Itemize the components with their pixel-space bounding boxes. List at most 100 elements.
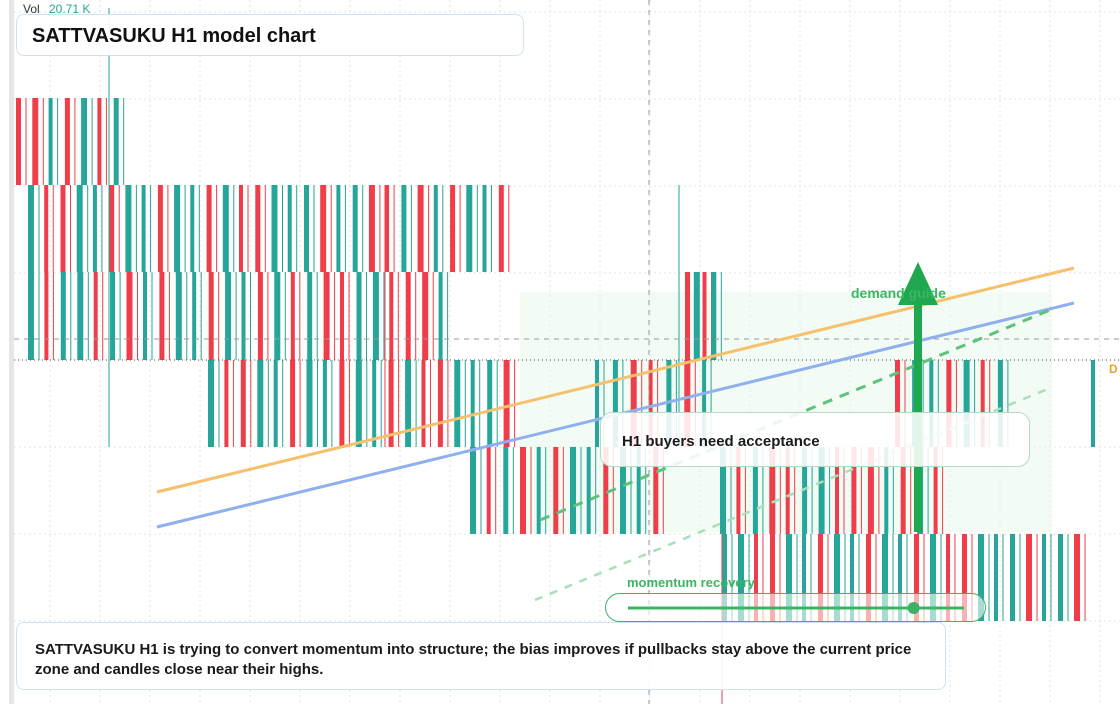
candle-body [368, 185, 375, 272]
candle-body [818, 534, 823, 621]
candle-body [113, 98, 119, 185]
candle-body [290, 272, 295, 360]
candle-body [271, 185, 278, 272]
candle-body [405, 360, 412, 447]
candles-layer [16, 8, 1095, 704]
candle-body [304, 185, 309, 272]
candle-body [570, 447, 576, 534]
left-axis-strip [9, 0, 14, 704]
candle-body [273, 360, 278, 447]
candle-body [930, 534, 936, 621]
candle-body [946, 534, 950, 621]
candle-body [159, 272, 165, 360]
candle-body [385, 185, 390, 272]
candle-body [28, 272, 34, 360]
candle-body [401, 185, 407, 272]
candle-body [241, 272, 246, 360]
candle-body [44, 272, 49, 360]
candle-body [900, 447, 906, 534]
candle-body [482, 185, 487, 272]
price-badge: D [1106, 362, 1120, 376]
candle-body [421, 360, 426, 447]
candle-body [1026, 534, 1032, 621]
candle-body [32, 98, 39, 185]
analysis-note: SATTVASUKU H1 is trying to convert momen… [35, 641, 912, 678]
candle-body [405, 272, 411, 360]
candle-body [487, 360, 493, 447]
candle-body [736, 447, 741, 534]
candle-body [630, 360, 637, 447]
candle-body [143, 272, 147, 360]
candle-body [603, 447, 609, 534]
candle-body [307, 272, 313, 360]
candle-body [125, 185, 132, 272]
candle-body [28, 185, 34, 272]
candle-body [206, 185, 212, 272]
candle-body [702, 360, 707, 447]
candle-body [306, 360, 313, 447]
candle-body [336, 185, 341, 272]
candle-body [711, 272, 717, 360]
candle-body [240, 360, 246, 447]
candle-body [769, 447, 776, 534]
candle-body [239, 185, 243, 272]
candle-body [786, 534, 792, 621]
candle-body [388, 360, 394, 447]
candle-body [352, 185, 358, 272]
candle-body [97, 98, 102, 185]
candle-body [867, 447, 874, 534]
candle-body [192, 272, 197, 360]
candle-body [141, 185, 146, 272]
candle-body [470, 447, 476, 534]
buyers-callout[interactable]: H1 buyers need acceptance [600, 412, 1030, 467]
candle-body [322, 360, 327, 447]
candle-body [648, 360, 653, 447]
momentum-slider[interactable] [605, 593, 986, 622]
candle-body [884, 447, 889, 534]
candle-body [586, 447, 591, 534]
candle-body [175, 272, 182, 360]
candle-body [1058, 534, 1063, 621]
candle-body [77, 272, 84, 360]
candle-body [693, 272, 700, 360]
candle-body [895, 360, 900, 447]
candle-body [174, 185, 181, 272]
candle-body [109, 185, 115, 272]
analysis-note-card: SATTVASUKU H1 is trying to convert momen… [16, 622, 946, 690]
candle-body [60, 185, 66, 272]
candle-body [126, 272, 133, 360]
candle-body [1074, 534, 1080, 621]
candle-body [389, 272, 394, 360]
candle-body [450, 185, 456, 272]
candle-body [438, 272, 443, 360]
candle-body [994, 534, 998, 621]
candle-body [16, 98, 21, 185]
demand-guide-label: demand guide [851, 285, 946, 301]
candle-body [997, 360, 1003, 447]
candle-body [274, 272, 281, 360]
candle-body [834, 534, 840, 621]
candle-body [356, 272, 362, 360]
candle-body [81, 98, 88, 185]
candle-body [320, 185, 327, 272]
candle-body [290, 360, 296, 447]
candle-body [685, 272, 690, 360]
candle-body [323, 272, 330, 360]
volume-value: 20.71 K [49, 2, 91, 16]
candle-body [60, 272, 66, 360]
candle-body [93, 272, 98, 360]
candle-body [520, 447, 526, 534]
candle-body [257, 272, 263, 360]
candle-body [720, 447, 726, 534]
candle-body [224, 360, 229, 447]
candle-body [752, 447, 758, 534]
volume-label: Vol [23, 2, 40, 16]
candle-body [653, 447, 659, 534]
candle-body [978, 534, 984, 621]
candle-body [76, 185, 83, 272]
candle-body [536, 447, 541, 534]
candle-body [785, 447, 790, 534]
candle-body [339, 360, 345, 447]
